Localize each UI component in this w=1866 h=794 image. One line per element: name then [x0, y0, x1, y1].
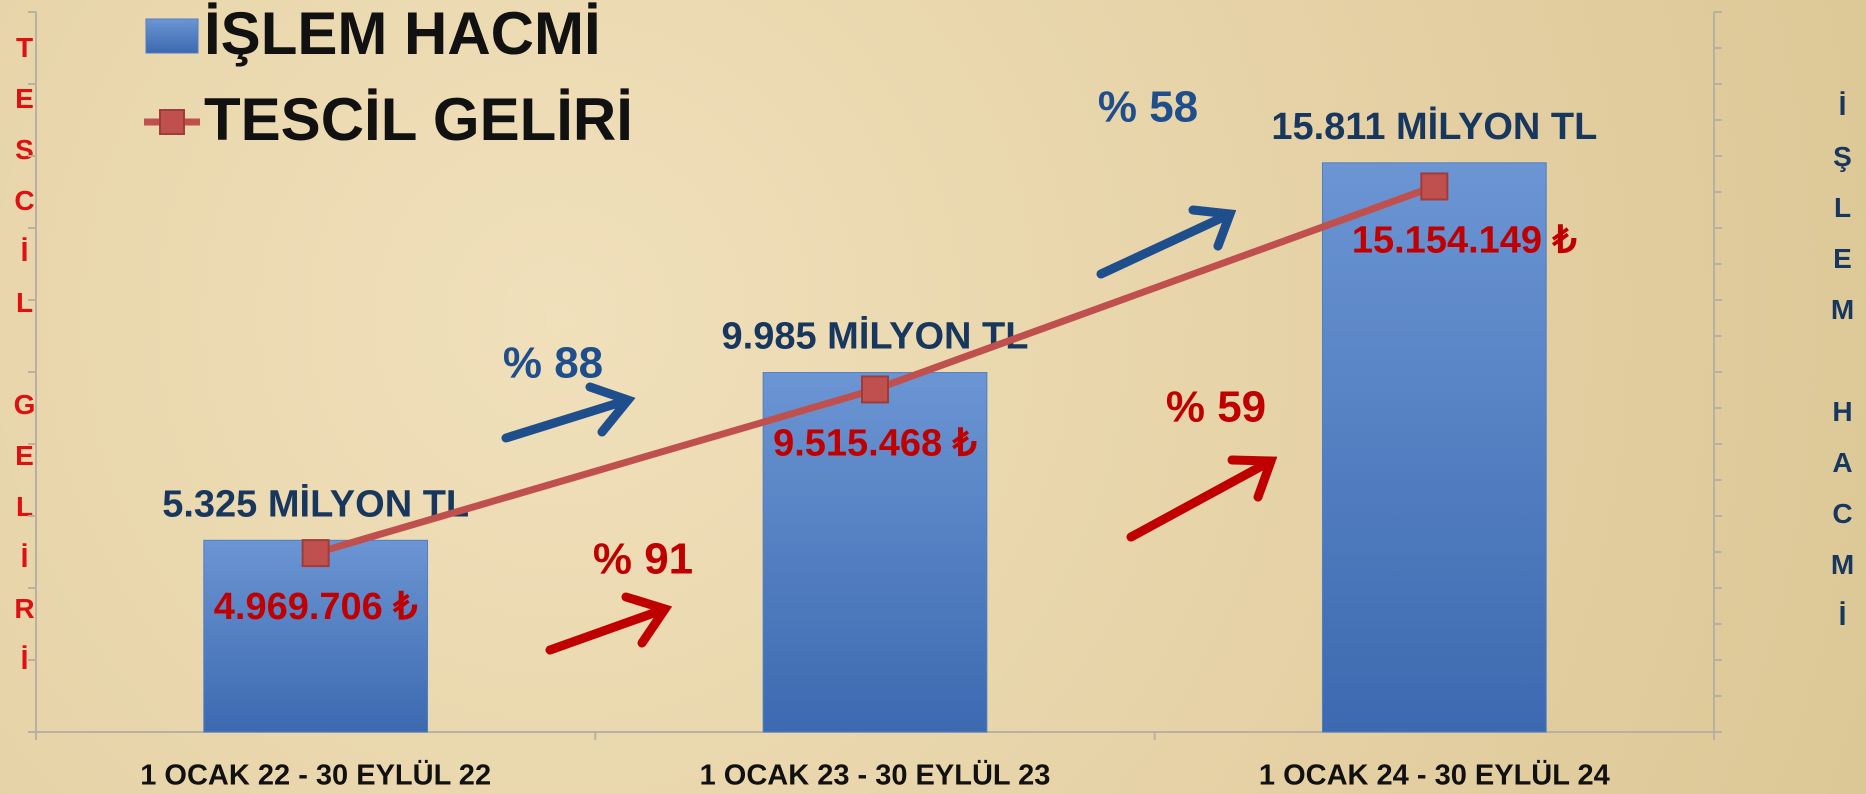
annotation: % 59	[1166, 383, 1266, 432]
annotation: % 58	[1098, 83, 1198, 132]
arrow	[1126, 455, 1278, 542]
line-value-label: 15.154.149 ₺	[1352, 219, 1577, 261]
line-marker	[861, 375, 889, 404]
bar	[1321, 162, 1547, 733]
arrow	[545, 592, 673, 655]
bar-value-label: 15.811 MİLYON TL	[1271, 106, 1597, 148]
line-value-label: 4.969.706 ₺	[214, 586, 418, 628]
legend-label: İŞLEM HACMİ	[204, 0, 601, 67]
y2-axis-title: İŞLEM HACMİ	[1827, 90, 1858, 651]
legend-label: TESCİL GELİRİ	[204, 86, 633, 153]
legend-marker	[159, 109, 185, 135]
x-tick-label: 1 OCAK 23 - 30 EYLÜL 23	[700, 759, 1051, 792]
line-marker	[301, 539, 330, 568]
arrow	[1096, 205, 1237, 279]
bar	[203, 539, 429, 733]
legend-swatch	[145, 18, 199, 54]
annotation: % 88	[503, 339, 603, 388]
bar	[762, 372, 988, 733]
arrows	[501, 205, 1278, 655]
line-value-label: 9.515.468 ₺	[773, 422, 977, 464]
bar-value-label: 5.325 MİLYON TL	[162, 483, 469, 525]
annotation: % 91	[593, 535, 693, 584]
x-tick-label: 1 OCAK 24 - 30 EYLÜL 24	[1259, 759, 1610, 792]
line-marker	[1420, 172, 1449, 201]
arrow	[501, 382, 636, 443]
x-tick-label: 1 OCAK 22 - 30 EYLÜL 22	[140, 759, 491, 792]
